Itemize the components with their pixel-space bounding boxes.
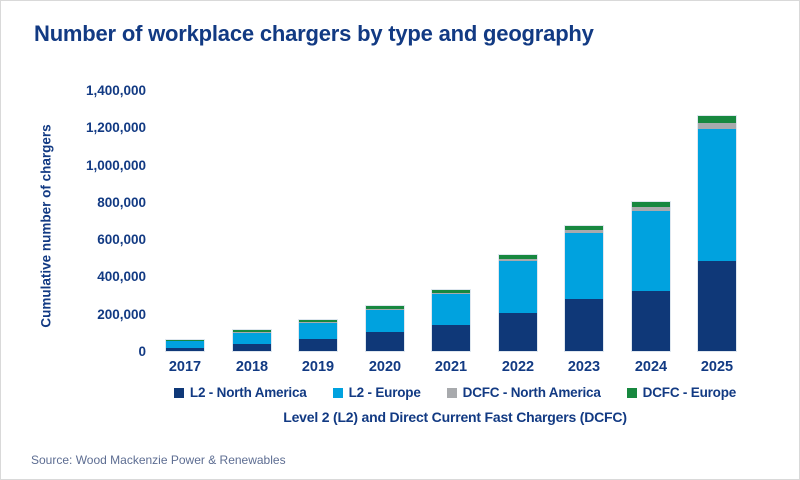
x-tick-label: 2025 — [700, 359, 734, 375]
bar-segment — [499, 255, 537, 259]
bar-segment — [166, 341, 204, 348]
y-tick-label: 800,000 — [97, 194, 146, 210]
x-tick-label: 2018 — [235, 359, 269, 375]
bar-segment — [366, 306, 404, 309]
bar-segment — [166, 348, 204, 351]
bar-segment — [233, 332, 271, 333]
legend-swatch-icon — [173, 387, 184, 398]
bar-segment — [499, 259, 537, 261]
bar-segment — [432, 290, 470, 293]
bar-2022: 2022 — [499, 255, 537, 375]
bar-segment — [632, 291, 670, 351]
bar-segment — [233, 333, 271, 344]
bar-segment — [632, 211, 670, 291]
bar-segment — [299, 323, 337, 339]
x-tick-label: 2017 — [168, 359, 202, 375]
y-tick-label: 400,000 — [97, 269, 146, 285]
bar-segment — [432, 294, 470, 325]
legend: L2 - North America L2 - Europe DCFC - Nort… — [123, 385, 787, 400]
y-tick-label: 1,400,000 — [85, 83, 146, 98]
bar-segment — [698, 123, 736, 129]
bar-2023: 2023 — [565, 226, 603, 375]
bar-2020: 2020 — [366, 306, 404, 375]
legend-label: L2 - Europe — [348, 385, 421, 400]
bar-2018: 2018 — [233, 330, 271, 375]
bar-segment — [166, 340, 204, 341]
bar-segment — [499, 261, 537, 313]
bar-2017: 2017 — [166, 340, 204, 375]
x-tick-label: 2019 — [301, 359, 335, 375]
bar-2025: 2025 — [698, 116, 736, 375]
legend-item: L2 - North America — [173, 385, 307, 400]
y-tick-label: 600,000 — [97, 232, 146, 248]
bar-segment — [632, 202, 670, 207]
legend-item: DCFC - Europe — [626, 385, 737, 400]
y-tick-label: 200,000 — [97, 306, 146, 322]
y-tick-label: 1,200,000 — [85, 120, 146, 136]
bar-segment — [565, 230, 603, 233]
bar-segment — [499, 313, 537, 351]
x-tick-label: 2024 — [634, 359, 668, 375]
bar-segment — [632, 207, 670, 211]
legend-label: DCFC - North America — [462, 385, 601, 400]
bar-2024: 2024 — [632, 202, 670, 375]
source-note: Source: Wood Mackenzie Power & Renewable… — [31, 453, 286, 467]
bar-segment — [366, 332, 404, 351]
bar-segment — [366, 310, 404, 332]
x-tick-label: 2021 — [434, 359, 468, 375]
x-tick-label: 2020 — [368, 359, 402, 375]
bar-segment — [565, 233, 603, 299]
y-axis-ticks: 0 200,000 400,000 600,000 800,000 1,000,000 1,… — [59, 83, 146, 359]
legend-swatch-icon — [446, 387, 457, 398]
chart-title: Number of workplace chargers by type and… — [34, 21, 594, 46]
legend-label: DCFC - Europe — [642, 385, 737, 400]
bar-2021: 2021 — [432, 290, 470, 375]
bar-segment — [698, 129, 736, 261]
legend-label: L2 - North America — [189, 385, 307, 400]
y-tick-label: 0 — [138, 344, 146, 359]
bar-segment — [698, 261, 736, 351]
bar-segment — [366, 309, 404, 310]
legend-swatch-icon — [332, 387, 343, 398]
x-axis-title: Level 2 (L2) and Direct Current Fast Cha… — [283, 409, 627, 425]
plot-area: 2017 2018 2019 2020 2021 2022 2023 2024 2025 — [153, 90, 757, 375]
legend-swatch-icon — [626, 387, 637, 398]
bar-segment — [432, 293, 470, 294]
y-axis-title: Cumulative number of chargers — [38, 124, 54, 328]
bar-segment — [233, 344, 271, 351]
bar-segment — [432, 325, 470, 351]
bar-segment — [698, 116, 736, 123]
bar-2019: 2019 — [299, 320, 337, 375]
bar-segment — [299, 322, 337, 323]
bar-segment — [233, 330, 271, 332]
legend-item: L2 - Europe — [332, 385, 421, 400]
bar-segment — [299, 320, 337, 322]
bar-segment — [565, 226, 603, 230]
bar-segment — [299, 339, 337, 351]
legend-item: DCFC - North America — [446, 385, 601, 400]
x-tick-label: 2022 — [501, 359, 535, 375]
bar-segment — [565, 299, 603, 351]
x-tick-label: 2023 — [567, 359, 601, 375]
y-tick-label: 1,000,000 — [85, 157, 146, 173]
